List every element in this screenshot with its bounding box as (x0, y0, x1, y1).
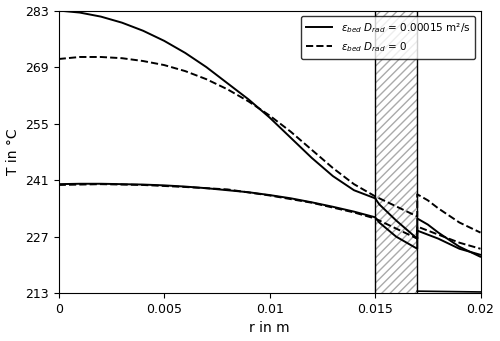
X-axis label: r in m: r in m (250, 322, 290, 336)
Text: 220.4°C (at $z_{max}$): 220.4°C (at $z_{max}$) (0, 340, 1, 341)
Y-axis label: T in °C: T in °C (6, 129, 20, 175)
Legend: $\varepsilon_{bed}\ D_{rad}$ = 0.00015 m²/s, $\varepsilon_{bed}\ D_{rad}$ = 0: $\varepsilon_{bed}\ D_{rad}$ = 0.00015 m… (301, 16, 476, 59)
Text: $T_{cool}$ = 213.8°C (at $z_{max}$): $T_{cool}$ = 213.8°C (at $z_{max}$) (0, 340, 1, 341)
